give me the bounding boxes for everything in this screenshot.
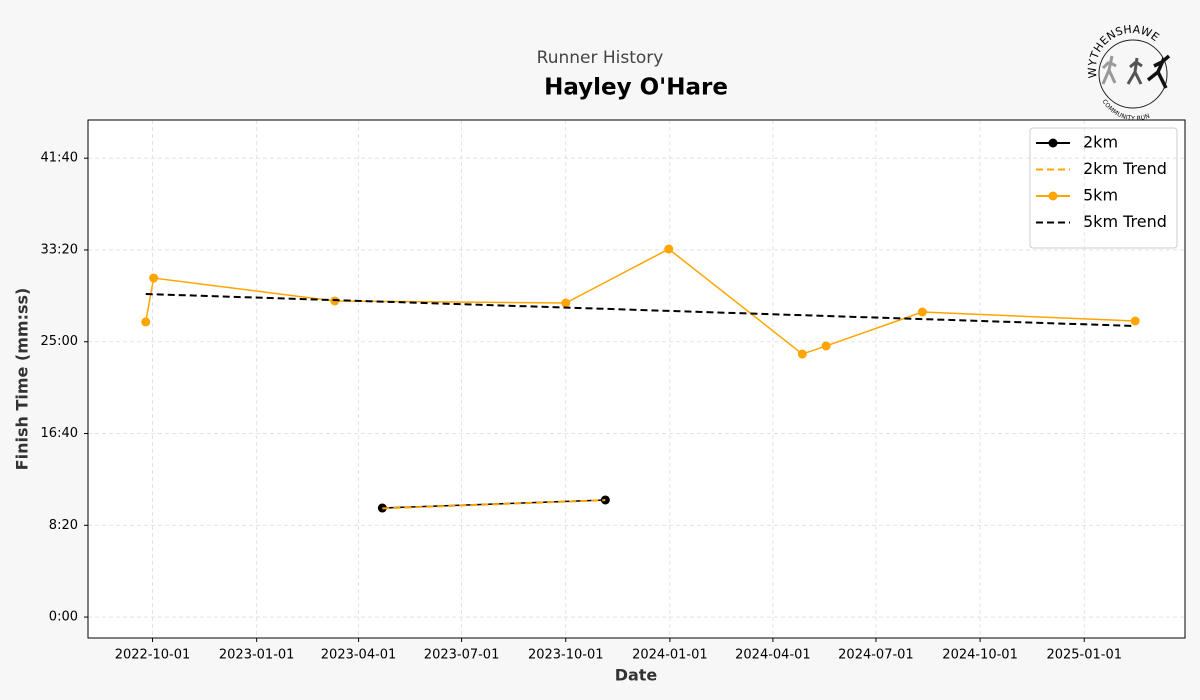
- x-tick-label: 2024-01-01: [632, 648, 708, 663]
- legend-label: 2km Trend: [1083, 159, 1167, 178]
- y-tick-label: 25:00: [41, 334, 78, 349]
- legend-label: 5km Trend: [1083, 212, 1167, 231]
- logo-runner: [1101, 55, 1117, 85]
- y-tick-label: 16:40: [41, 426, 78, 441]
- x-tick-label: 2024-10-01: [942, 648, 1018, 663]
- logo-runner: [1126, 57, 1143, 85]
- chart-title: Hayley O'Hare: [544, 75, 728, 101]
- data-point: [821, 341, 831, 351]
- plot-frame: [87, 119, 1186, 639]
- y-axis-label: Finish Time (mm:ss): [13, 288, 32, 471]
- x-tick-label: 2023-01-01: [219, 648, 295, 663]
- data-point: [917, 307, 927, 317]
- data-point: [1130, 316, 1140, 326]
- x-tick-label: 2023-07-01: [424, 648, 500, 663]
- series-line: [382, 499, 606, 510]
- data-point: [664, 244, 674, 254]
- logo-runner: [1146, 54, 1171, 89]
- x-axis-label: Date: [615, 666, 658, 685]
- legend-label: 5km: [1083, 186, 1118, 205]
- x-tick-label: 2024-07-01: [838, 648, 914, 663]
- data-point: [561, 298, 571, 308]
- plot-area: [88, 120, 1185, 638]
- x-tick-label: 2023-10-01: [528, 648, 604, 663]
- x-tick-label: 2022-10-01: [115, 648, 191, 663]
- legend: 2km 2km Trend 5km 5km Trend: [1029, 127, 1178, 249]
- y-tick-label: 33:20: [41, 242, 78, 257]
- legend-marker: [1048, 191, 1058, 201]
- data-point: [797, 349, 807, 359]
- legend-marker: [1048, 138, 1058, 148]
- data-point: [600, 495, 610, 505]
- y-tick-label: 0:00: [49, 610, 78, 625]
- data-point: [149, 273, 159, 283]
- y-tick-label: 8:20: [49, 518, 78, 533]
- legend-label: 2km: [1083, 133, 1118, 152]
- x-tick-label: 2023-04-01: [321, 648, 397, 663]
- x-tick-label: 2025-01-01: [1046, 648, 1122, 663]
- x-tick-label: 2024-04-01: [735, 648, 811, 663]
- data-point: [141, 317, 151, 327]
- plot-layer: [88, 120, 1185, 638]
- chart-subtitle: Runner History: [537, 48, 664, 68]
- logo-ring: [1098, 39, 1168, 109]
- y-tick-label: 41:40: [41, 151, 78, 166]
